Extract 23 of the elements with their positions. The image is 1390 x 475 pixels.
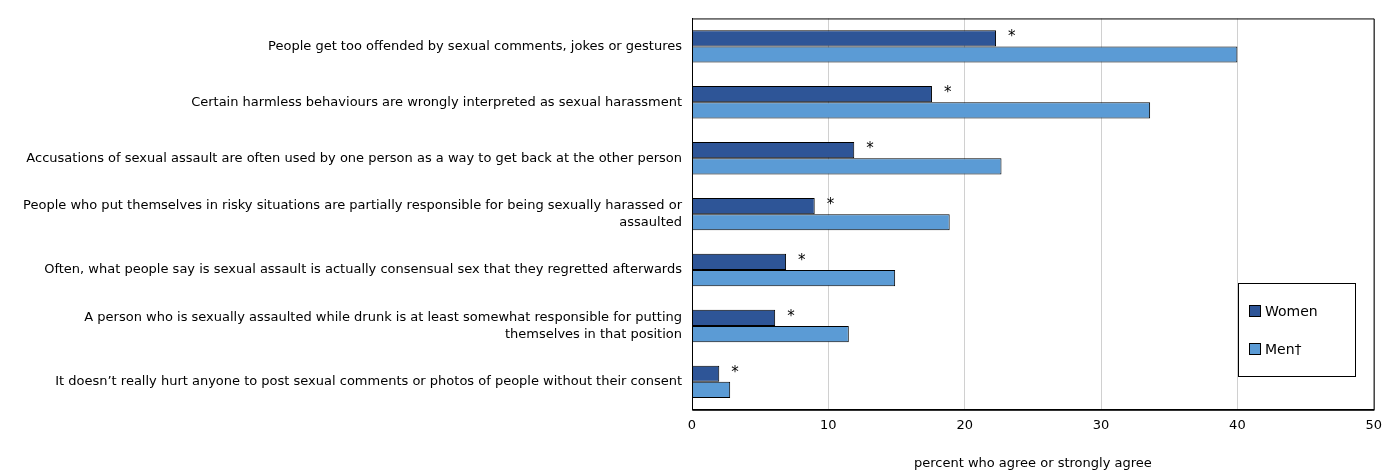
x-tick-label: 10 [820,416,837,432]
y-tick-label: Certain harmless behaviours are wrongly interpreted as sexual harassment [191,93,682,109]
y-tick-label: It doesn’t really hurt anyone to post sexual comments or photos of people without their consent [55,373,682,389]
x-tick-label: 20 [956,416,973,432]
x-tick-label: 0 [687,416,697,432]
legend-label: Women [1265,303,1318,319]
annotation: * [787,306,796,325]
annotation: * [1008,27,1017,46]
annotation: * [866,139,875,157]
annotation: * [943,83,952,102]
x-tick-label: 30 [1092,416,1110,432]
y-tick-label: People who put themselves in risky situations are partially responsible for being sexually harassed or assaulted [23,197,683,229]
annotation: * [826,194,835,213]
y-tick-label: Accusations of sexual assault are often used by one person as a way to get back at the other person [26,149,682,165]
x-axis-title: percent who agree or strongly agree [913,454,1152,470]
annotation: * [798,250,807,269]
annotation: * [731,362,740,381]
y-tick-label: People get too offended by sexual comments, jokes or gestures [268,37,683,53]
x-tick-label: 40 [1229,416,1246,432]
legend-label: Men† [1265,341,1302,357]
x-tick-label: 50 [1365,416,1382,432]
y-tick-label: Often, what people say is sexual assault is actually consensual sex that they regretted afterwards [44,261,683,277]
y-tick-label: A person who is sexually assaulted while drunk is at least somewhat responsible for putting themselves in that position [84,308,682,341]
